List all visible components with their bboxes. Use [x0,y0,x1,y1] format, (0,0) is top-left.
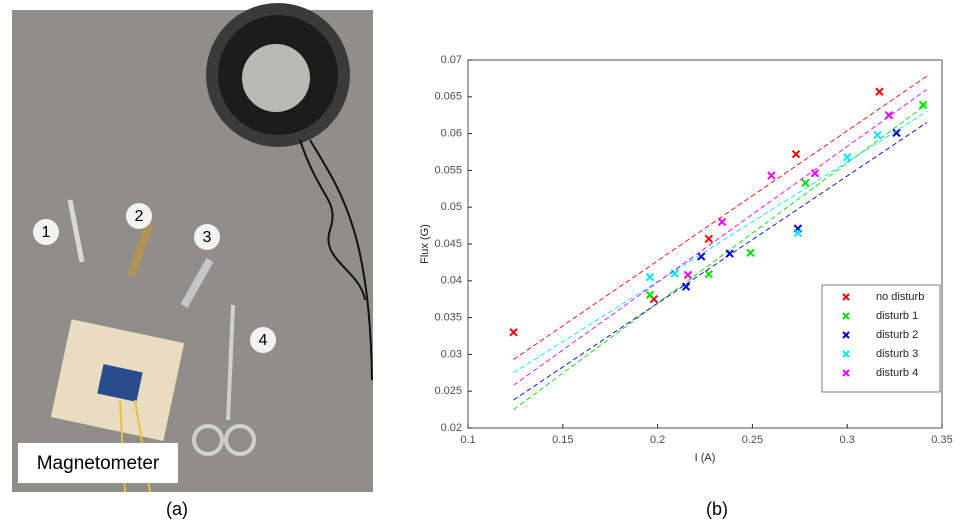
point [884,110,894,120]
object-label: 2 [135,208,144,225]
y-tick-label: 0.025 [434,385,462,397]
legend-marker [842,312,850,320]
y-tick-label: 0.05 [441,201,462,213]
label-circle [194,224,220,250]
fit-line [513,111,928,374]
point [697,252,706,261]
point [767,171,776,180]
point [875,87,884,96]
point [681,282,691,291]
caption: Magnetometer [37,453,160,474]
y-tick-label: 0.02 [441,422,462,434]
electromagnet-core [242,44,310,112]
y-tick-label: 0.045 [434,238,462,250]
point [873,130,882,140]
object-label: 1 [42,224,51,241]
point [683,270,693,280]
legend-box [821,284,941,393]
y-tick-label: 0.055 [434,164,462,176]
label-circle [33,219,59,245]
legend-marker [842,350,850,358]
fit-line [513,75,928,360]
object-2 [127,220,154,278]
point [842,152,852,162]
point [704,234,713,244]
fit-line [513,122,928,401]
object-label: 3 [203,229,212,246]
point [704,269,713,279]
magnetometer-board [97,364,143,402]
cable [299,139,373,381]
panel-label: (a) [166,499,188,519]
legend-label: disturb 2 [876,329,918,341]
legend-label: disturb 4 [876,367,918,379]
y-tick-label: 0.06 [441,128,462,140]
y-tick-label: 0.03 [441,348,462,360]
object-4 [226,304,235,421]
caption-box [18,443,178,483]
point [509,328,518,337]
point [793,228,803,238]
point [810,169,820,178]
object-1 [67,199,85,263]
panel-label: (b) [706,499,728,519]
legend-label: no disturb [876,291,924,303]
point [892,128,901,138]
scissor-ring [224,424,256,456]
label-circle [250,327,276,353]
point [717,217,727,227]
legend-label: disturb 1 [876,310,918,322]
point [918,100,928,110]
point [791,150,801,159]
scissor-ring [192,424,224,456]
object-label: 4 [259,332,268,349]
x-tick-label: 0.15 [552,434,573,446]
y-tick-label: 0.065 [434,91,462,103]
y-tick-label: 0.07 [441,54,462,66]
x-tick-label: 0.25 [742,434,763,446]
fit-line [513,103,928,410]
x-tick-label: 0.1 [460,434,475,446]
point [725,249,734,258]
x-tick-label: 0.35 [931,434,952,446]
legend-marker [842,293,850,301]
legend-marker [842,369,850,377]
x-axis-label: I (A) [695,452,716,464]
point [645,272,655,282]
legend-marker [842,331,850,339]
label-circle [126,203,152,229]
point [645,290,655,299]
x-tick-label: 0.3 [840,434,855,446]
y-tick-label: 0.035 [434,312,462,324]
y-tick-label: 0.04 [441,275,462,287]
point [746,248,755,258]
photo: 1 2 3 4 Magnetometer [12,3,373,493]
object-3 [180,258,214,308]
fit-line [513,89,928,386]
y-axis-label: Flux (G) [419,224,431,264]
point [801,178,810,188]
legend-label: disturb 3 [876,348,918,360]
x-tick-label: 0.2 [650,434,665,446]
